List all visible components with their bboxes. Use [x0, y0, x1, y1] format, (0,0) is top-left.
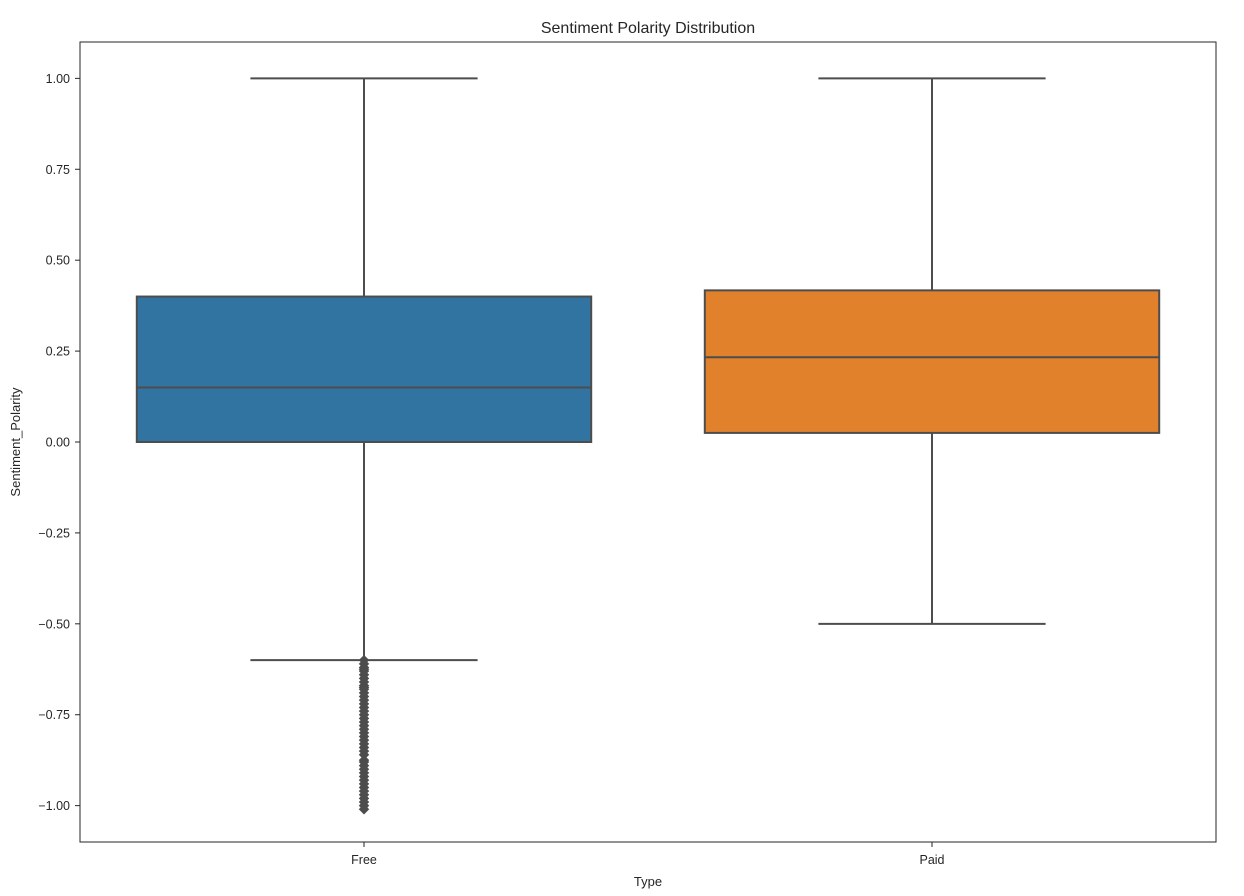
- box-iqr: [135, 295, 593, 443]
- y-tick-label: −0.25: [38, 526, 70, 540]
- box-iqr: [703, 289, 1161, 434]
- y-tick-label: 0.00: [46, 436, 70, 450]
- x-axis-label: Type: [634, 874, 662, 889]
- y-tick-label: −0.50: [38, 617, 70, 631]
- chart-title: Sentiment Polarity Distribution: [541, 20, 755, 37]
- y-tick-label: 0.50: [46, 254, 70, 268]
- y-tick-label: −0.75: [38, 708, 70, 722]
- y-tick-label: −1.00: [38, 799, 70, 813]
- plot-frame: [79, 41, 1217, 843]
- x-tick-label: Free: [351, 853, 377, 867]
- outlier-point: [358, 804, 370, 815]
- box-group-free: [135, 77, 593, 815]
- y-tick-label: 1.00: [46, 72, 70, 86]
- y-axis-label: Sentiment_Polarity: [8, 387, 23, 497]
- x-tick-label: Paid: [919, 853, 944, 867]
- y-tick-label: 0.25: [46, 345, 70, 359]
- box-group-paid: [703, 77, 1161, 625]
- y-tick-label: 0.75: [46, 163, 70, 177]
